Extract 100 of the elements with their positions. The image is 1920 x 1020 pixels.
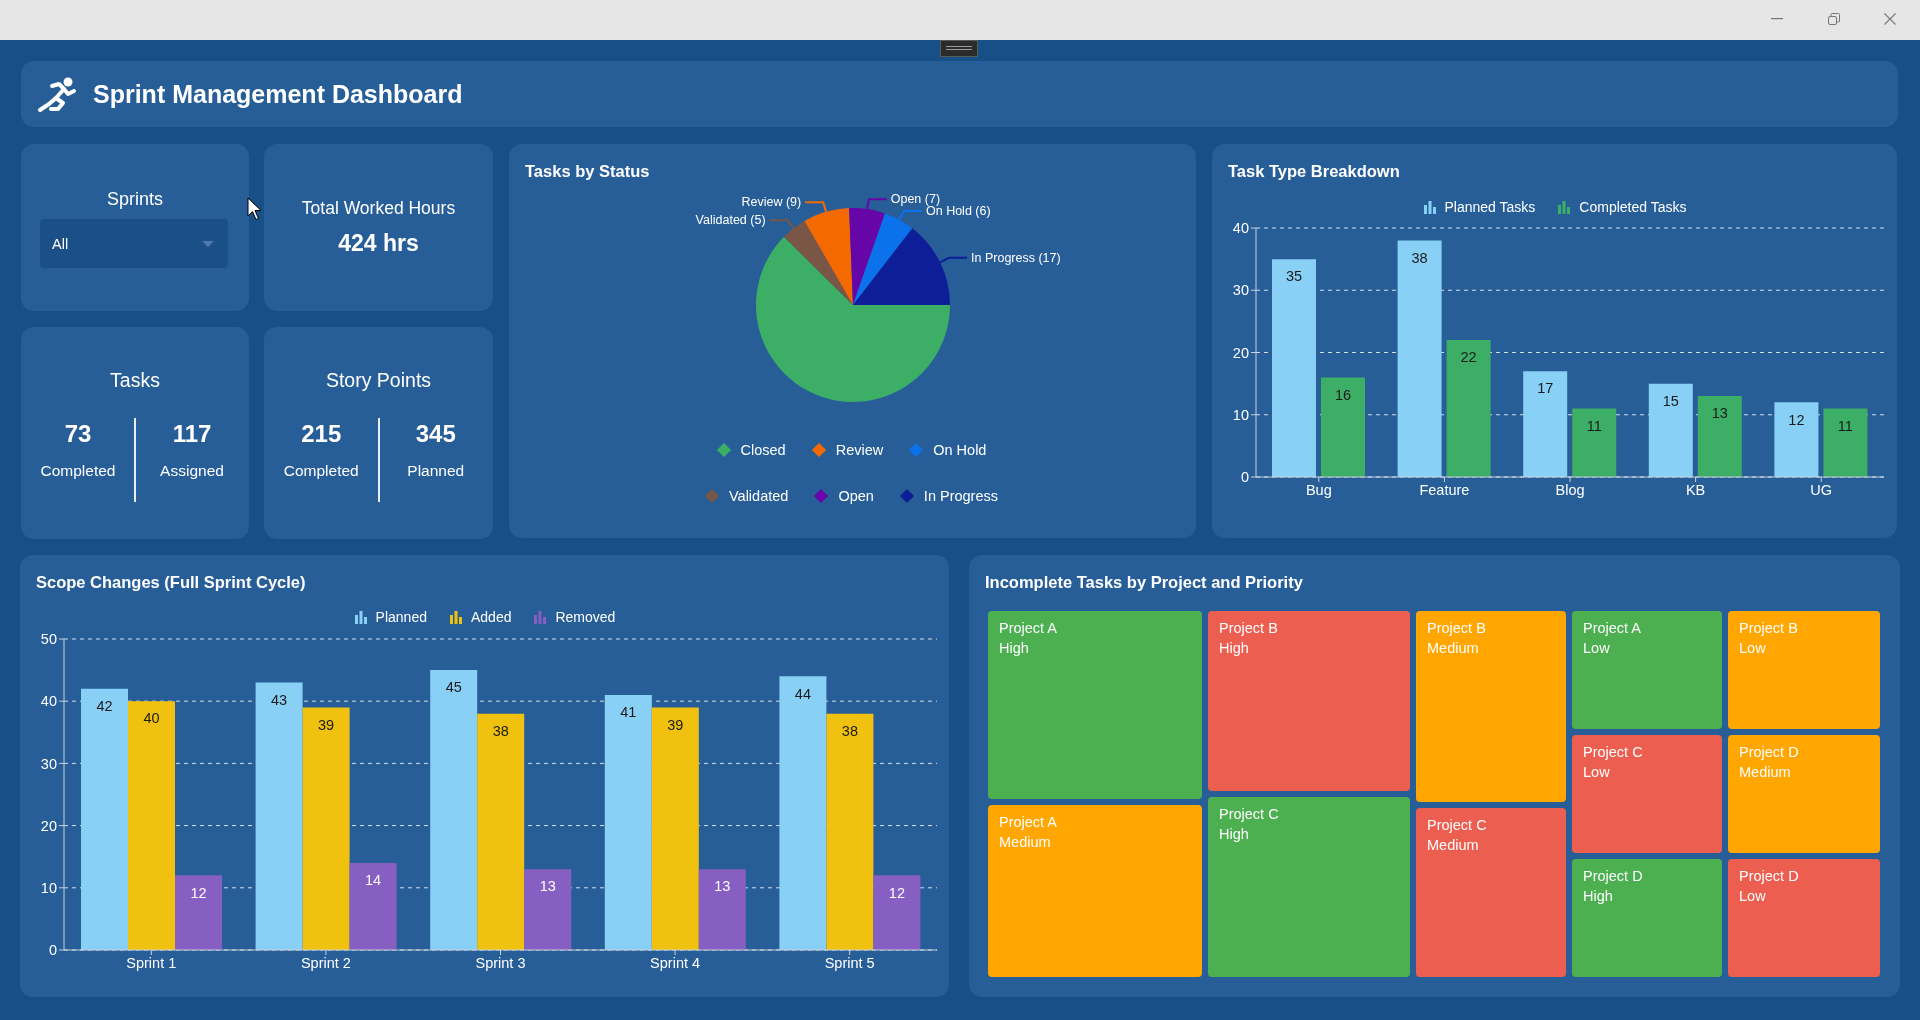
data-label: 41 <box>620 704 637 721</box>
data-label: 17 <box>1537 380 1554 397</box>
bar <box>1321 377 1365 477</box>
legend-label: Planned <box>375 609 427 625</box>
legend-label: Open <box>838 488 874 504</box>
data-label: 22 <box>1460 349 1477 366</box>
chart-title: Task Type Breakdown <box>1228 162 1400 180</box>
category-label: Project B Low <box>1739 620 1798 656</box>
data-label: 43 <box>271 691 288 708</box>
x-tick-label: KB <box>1685 482 1706 499</box>
data-label: 39 <box>318 716 335 733</box>
category-label: Project A Medium <box>999 813 1058 850</box>
text: Sprint Management Dashboard <box>93 79 463 109</box>
category-label: Completed <box>40 462 116 479</box>
category-label: Project B Medium <box>1427 620 1486 656</box>
data-label: 38 <box>492 722 509 739</box>
y-tick-label: 0 <box>1240 469 1249 486</box>
bar <box>651 707 699 950</box>
bar <box>175 875 222 950</box>
bar <box>1648 383 1693 477</box>
data-label: 14 <box>365 872 382 889</box>
bar <box>826 713 874 950</box>
data-label: 345 <box>414 419 457 449</box>
data-label: 12 <box>190 884 207 901</box>
category-label: Project A High <box>999 620 1058 656</box>
bar <box>873 875 921 950</box>
x-tick-label: Sprint 4 <box>650 955 701 972</box>
category-label: Project D Medium <box>1739 744 1799 780</box>
legend-label: Review <box>835 442 884 458</box>
x-tick-label: Blog <box>1555 482 1585 499</box>
data-label: 45 <box>445 679 462 696</box>
x-tick-label: Sprint 2 <box>300 955 351 972</box>
bar <box>698 869 746 950</box>
bar <box>1774 402 1819 477</box>
bar <box>1272 259 1316 477</box>
x-tick-label: Bug <box>1305 482 1332 499</box>
category-label: Project B High <box>1219 620 1278 656</box>
legend-label: Removed <box>555 609 616 625</box>
data-label: 42 <box>96 698 113 715</box>
legend-label: In Progress <box>923 488 999 504</box>
data-label: 16 <box>1334 386 1352 403</box>
y-tick-label: 40 <box>40 693 57 710</box>
x-tick-label: Sprint 3 <box>475 955 526 972</box>
data-label: Review (9) <box>741 195 802 210</box>
chart-title: Scope Changes (Full Sprint Cycle) <box>36 573 306 591</box>
category-label: Completed <box>283 462 359 479</box>
text: Sprints <box>106 189 164 209</box>
y-tick-label: 30 <box>1232 282 1249 299</box>
y-tick-label: 10 <box>1232 406 1249 423</box>
legend-label: Added <box>470 609 512 625</box>
data-label: 215 <box>300 419 343 449</box>
data-label: 38 <box>1411 249 1428 266</box>
bar <box>1397 240 1442 477</box>
y-tick-label: 0 <box>48 942 57 959</box>
data-label: 15 <box>1662 392 1679 409</box>
dropdown: All <box>40 219 228 268</box>
x-tick-label: Feature <box>1419 482 1470 499</box>
bar <box>302 707 350 950</box>
x-tick-label: Sprint 1 <box>126 955 177 972</box>
legend-label: Planned Tasks <box>1444 199 1536 215</box>
category-label: Project A Low <box>1583 620 1642 656</box>
bar <box>477 713 525 950</box>
x-tick-label: UG <box>1810 482 1833 499</box>
text: Total Worked Hours <box>301 198 456 218</box>
bar <box>1446 340 1491 477</box>
y-tick-label: 20 <box>40 817 57 834</box>
data-label: 44 <box>794 685 811 702</box>
category-label: Project C Low <box>1583 744 1643 780</box>
text: Incomplete Tasks by Project and Priority <box>985 573 1303 591</box>
data-label: 12 <box>888 884 905 901</box>
category-label: Project D Low <box>1739 868 1799 904</box>
bar <box>779 676 827 950</box>
data-label: 12 <box>1788 411 1805 428</box>
y-tick-label: 20 <box>1232 344 1249 361</box>
data-label: 35 <box>1285 268 1303 285</box>
bar <box>604 694 652 950</box>
legend-label: On Hold <box>933 442 987 458</box>
data-label: In Progress (17) <box>971 250 1061 265</box>
data-label: Validated (5) <box>695 213 766 228</box>
category-label: Project C High <box>1219 806 1279 842</box>
text: Story Points <box>325 369 432 391</box>
data-label: 38 <box>841 722 858 739</box>
y-tick-label: 50 <box>40 631 57 648</box>
data-label: 11 <box>1586 417 1602 434</box>
bar <box>1572 408 1617 477</box>
category-label: Planned <box>407 462 465 479</box>
data-label: 11 <box>1837 417 1853 434</box>
data-label: 13 <box>1711 405 1728 422</box>
data-label: 73 <box>63 419 93 449</box>
y-tick-label: 30 <box>40 755 57 772</box>
bar <box>430 670 478 950</box>
bar <box>81 688 128 950</box>
data-label: 40 <box>143 710 160 727</box>
bar <box>255 682 303 950</box>
text: 424 hrs <box>338 230 419 256</box>
y-tick-label: 40 <box>1232 220 1249 237</box>
data-label: 13 <box>714 878 731 895</box>
bar <box>524 869 572 950</box>
x-tick-label: Sprint 5 <box>824 955 875 972</box>
data-label: 13 <box>539 878 556 895</box>
